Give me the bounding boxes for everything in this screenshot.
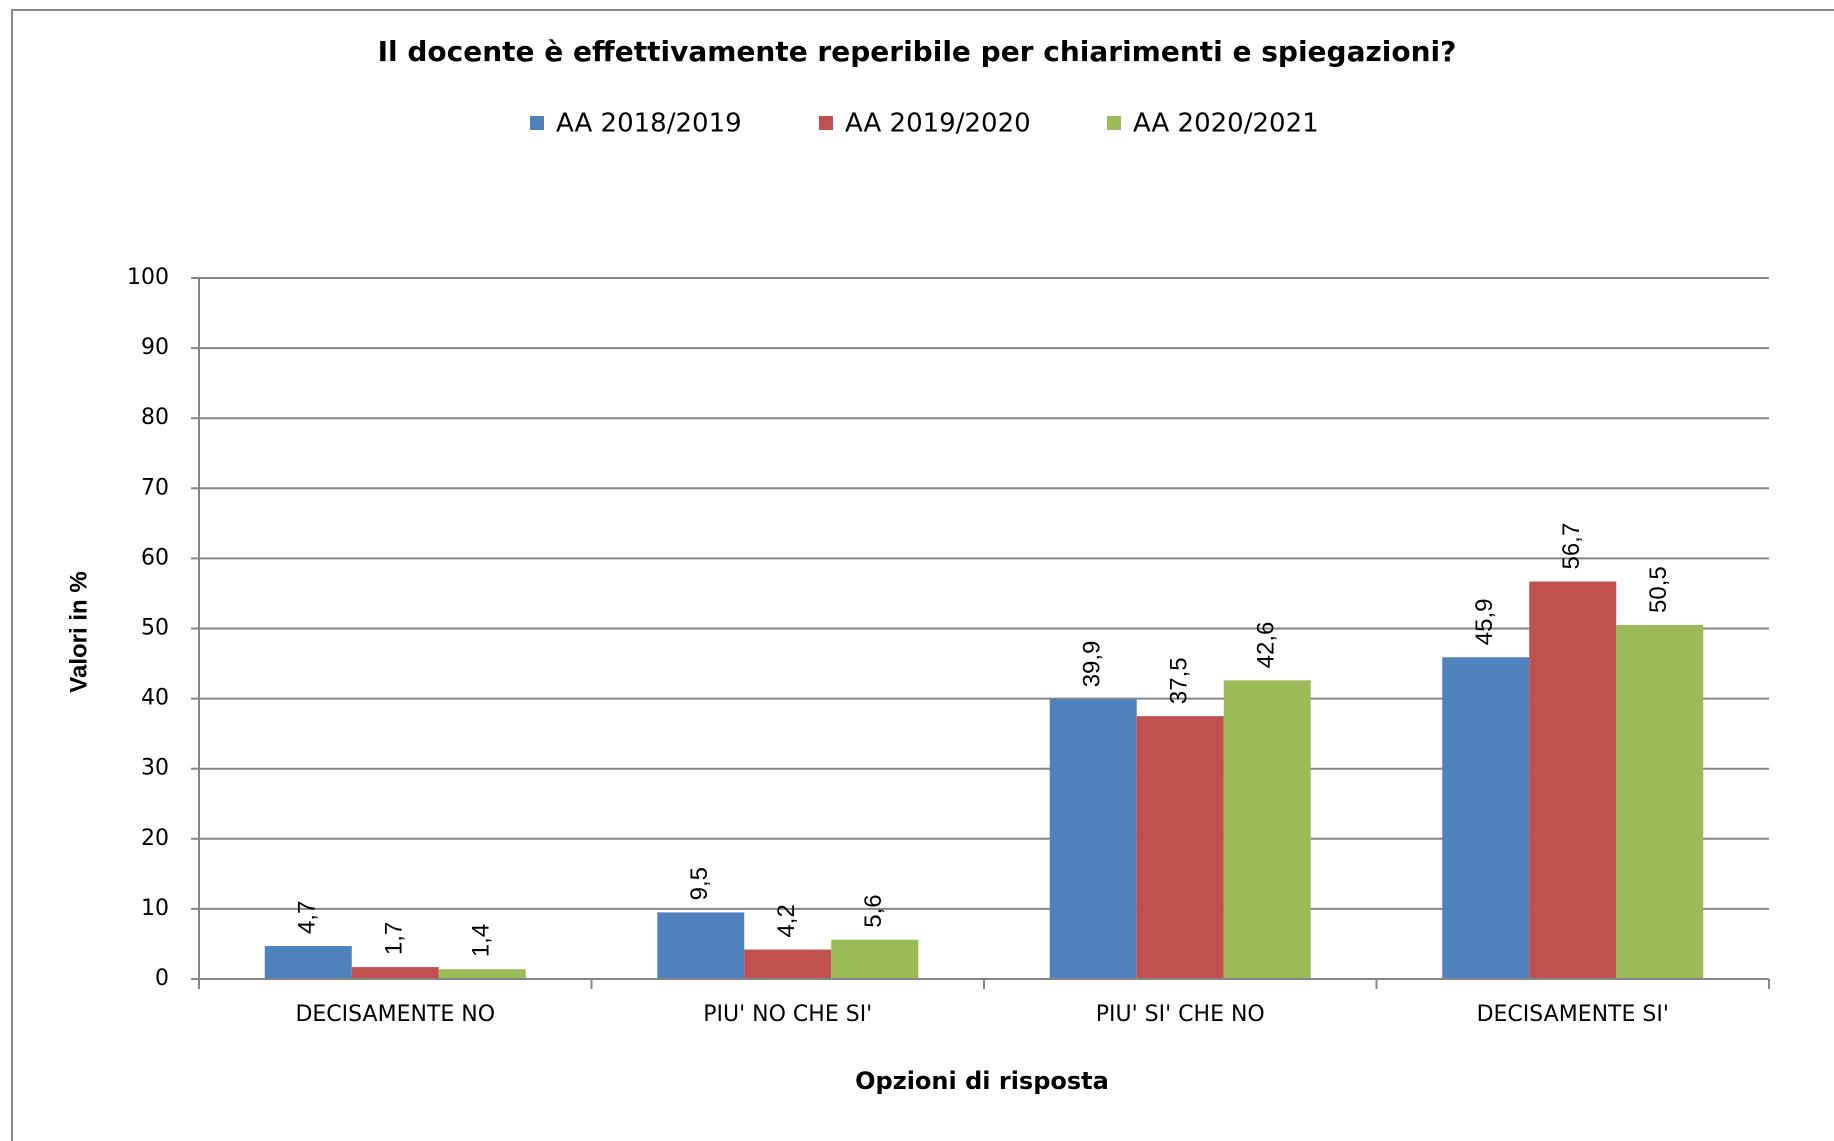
data-label: 37,5: [1166, 657, 1193, 704]
bar: [1136, 716, 1224, 979]
data-label: 4,2: [773, 904, 800, 937]
y-tick-label: 20: [141, 826, 169, 851]
bar: [1223, 680, 1311, 979]
data-label: 5,6: [860, 894, 887, 927]
legend-label: AA 2020/2021: [1133, 109, 1319, 139]
bar: [1616, 624, 1704, 979]
bar: [1049, 699, 1137, 979]
data-label: 56,7: [1558, 523, 1585, 570]
y-axis-title: Valori in %: [65, 571, 92, 692]
legend-label: AA 2019/2020: [845, 109, 1031, 139]
data-label: 9,5: [686, 867, 713, 900]
legend-marker: [1107, 116, 1121, 130]
legend-label: AA 2018/2019: [556, 109, 742, 139]
bar: [831, 939, 919, 979]
x-tick-label: PIU' SI' CHE NO: [1096, 1002, 1265, 1027]
legend-marker: [819, 116, 833, 130]
y-tick-label: 0: [155, 966, 169, 991]
bar: [1442, 657, 1530, 979]
y-tick-label: 40: [141, 686, 169, 711]
y-tick-label: 60: [141, 545, 169, 570]
data-label: 1,7: [381, 922, 408, 955]
y-tick-label: 100: [127, 265, 169, 290]
data-label: 45,9: [1471, 599, 1498, 646]
y-tick-label: 80: [141, 405, 169, 430]
bar: [744, 949, 832, 979]
y-tick-label: 50: [141, 616, 169, 641]
x-axis-title: Opzioni di risposta: [855, 1067, 1109, 1095]
y-tick-label: 90: [141, 335, 169, 360]
x-tick-label: DECISAMENTE NO: [295, 1002, 495, 1027]
x-tick-label: PIU' NO CHE SI': [703, 1002, 872, 1027]
data-label: 42,6: [1253, 622, 1280, 669]
y-tick-label: 10: [141, 896, 169, 921]
y-tick-label: 30: [141, 756, 169, 781]
y-tick-label: 70: [141, 475, 169, 500]
bar: [1529, 581, 1617, 979]
legend-marker: [530, 116, 544, 130]
bar: [264, 946, 352, 979]
bar: [657, 912, 745, 979]
bar: [438, 969, 526, 979]
data-label: 4,7: [294, 901, 321, 934]
data-label: 39,9: [1079, 641, 1106, 688]
data-label: 1,4: [468, 924, 495, 957]
chart-title: Il docente è effettivamente reperibile p…: [378, 35, 1457, 68]
x-tick-label: DECISAMENTE SI': [1477, 1002, 1669, 1027]
bar: [351, 967, 439, 979]
data-label: 50,5: [1645, 566, 1672, 613]
